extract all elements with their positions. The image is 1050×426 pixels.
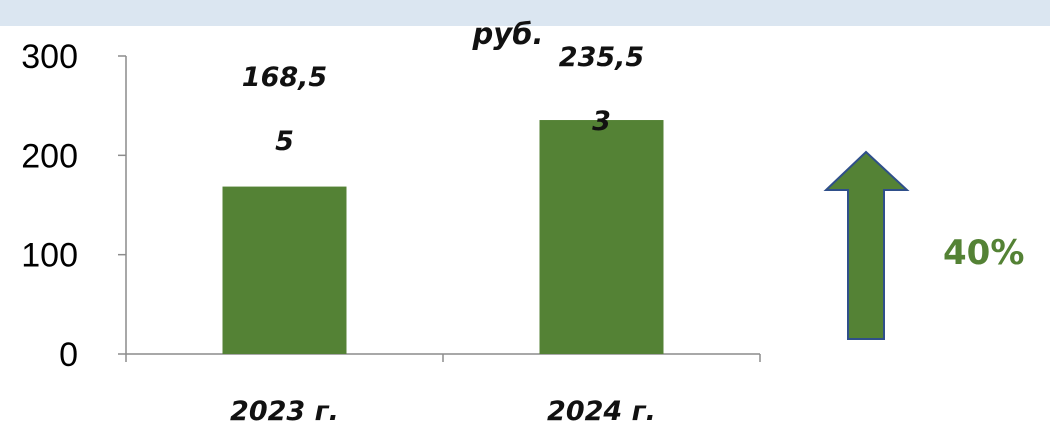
growth-arrow [823, 150, 910, 340]
y-tick-label: 200 [21, 137, 78, 175]
y-tick-label: 0 [59, 336, 78, 374]
category-label: 2024 г. [547, 396, 656, 426]
chart-bars [222, 120, 664, 355]
chart-axes [118, 55, 761, 362]
chart-title: руб. [472, 17, 544, 51]
slide-top-band [0, 0, 1050, 26]
up-arrow-icon [823, 150, 910, 340]
bar-1 [222, 186, 347, 354]
growth-percent: 40% [943, 233, 1024, 273]
data-label: 168,5 [242, 62, 327, 93]
bar-2 [539, 120, 664, 355]
data-label: 3 [592, 106, 611, 137]
data-label: 235,5 [559, 42, 644, 73]
chart-labels: 0 100 200 300 2023 г. 168,5 5 2024 г. 235,5 3 [21, 38, 656, 426]
y-tick-label: 300 [21, 38, 78, 76]
y-tick-label: 100 [21, 237, 78, 275]
category-label: 2023 г. [230, 396, 339, 426]
data-label: 5 [275, 126, 294, 157]
